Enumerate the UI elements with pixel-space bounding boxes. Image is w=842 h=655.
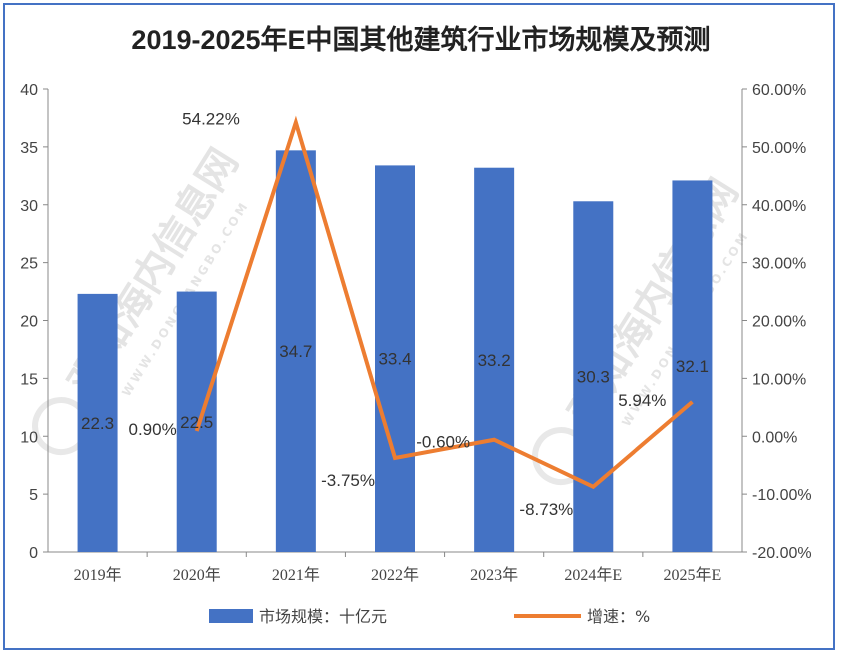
y-right-tick-label: 0.00%	[752, 429, 797, 446]
chart-title: 2019-2025年E中国其他建筑行业市场规模及预测	[131, 25, 711, 55]
x-tick-label: 2020年	[173, 566, 221, 584]
bar-data-label: 32.1	[676, 357, 709, 376]
y-right-tick-label: 50.00%	[752, 140, 806, 157]
y-right-tick-label: 20.00%	[752, 314, 806, 331]
bar-data-label: 30.3	[577, 368, 610, 387]
y-left-tick-label: 20	[20, 314, 38, 331]
line-data-label: 0.90%	[129, 420, 177, 439]
x-tick-label: 2023年	[470, 566, 518, 584]
legend-bar-swatch	[209, 609, 253, 623]
bar	[77, 293, 118, 552]
y-left-tick-label: 0	[29, 545, 38, 562]
line-data-label: 5.94%	[618, 391, 666, 410]
line-data-label: -8.73%	[519, 500, 573, 519]
y-left-tick-label: 15	[20, 371, 38, 388]
line-data-label: -3.75%	[321, 471, 375, 490]
bar	[275, 150, 316, 552]
x-tick-label: 2019年	[74, 566, 122, 584]
x-tick-label: 2022年	[371, 566, 419, 584]
bar	[672, 180, 713, 552]
y-right-tick-label: 10.00%	[752, 371, 806, 388]
y-right-tick-label: 30.00%	[752, 256, 806, 273]
x-tick-label: 2025年E	[664, 566, 722, 584]
bar-data-label: 22.5	[180, 413, 213, 432]
bar-data-label: 33.2	[478, 351, 511, 370]
x-tick-label: 2021年	[272, 566, 320, 584]
y-right-tick-label: -10.00%	[752, 487, 812, 504]
bar	[474, 167, 515, 552]
growth-line	[194, 115, 694, 490]
y-left-tick-label: 40	[20, 82, 38, 99]
y-right-tick-label: 40.00%	[752, 198, 806, 215]
y-left-tick-label: 30	[20, 198, 38, 215]
line-data-label: 54.22%	[182, 109, 240, 128]
bar	[375, 165, 415, 552]
y-left-tick-label: 10	[20, 429, 38, 446]
bar-data-label: 34.7	[279, 342, 312, 361]
line-data-label: -0.60%	[416, 433, 470, 452]
bar-data-label: 33.4	[378, 350, 411, 369]
legend-line-label: 增速：%	[587, 607, 650, 626]
y-left-tick-label: 5	[29, 487, 38, 504]
bar	[176, 291, 217, 552]
y-left-tick-label: 35	[20, 140, 38, 157]
y-right-tick-label: -20.00%	[752, 545, 812, 562]
x-tick-label: 2024年E	[564, 566, 622, 584]
y-left-tick-label: 25	[20, 256, 38, 273]
legend-bar-label: 市场规模：十亿元	[259, 607, 387, 626]
watermark: 观知海内信息网WWW.DONGFANGBO.COM	[532, 171, 752, 486]
bar-data-label: 22.3	[81, 414, 114, 433]
y-right-tick-label: 60.00%	[752, 82, 806, 99]
bar	[573, 201, 614, 552]
